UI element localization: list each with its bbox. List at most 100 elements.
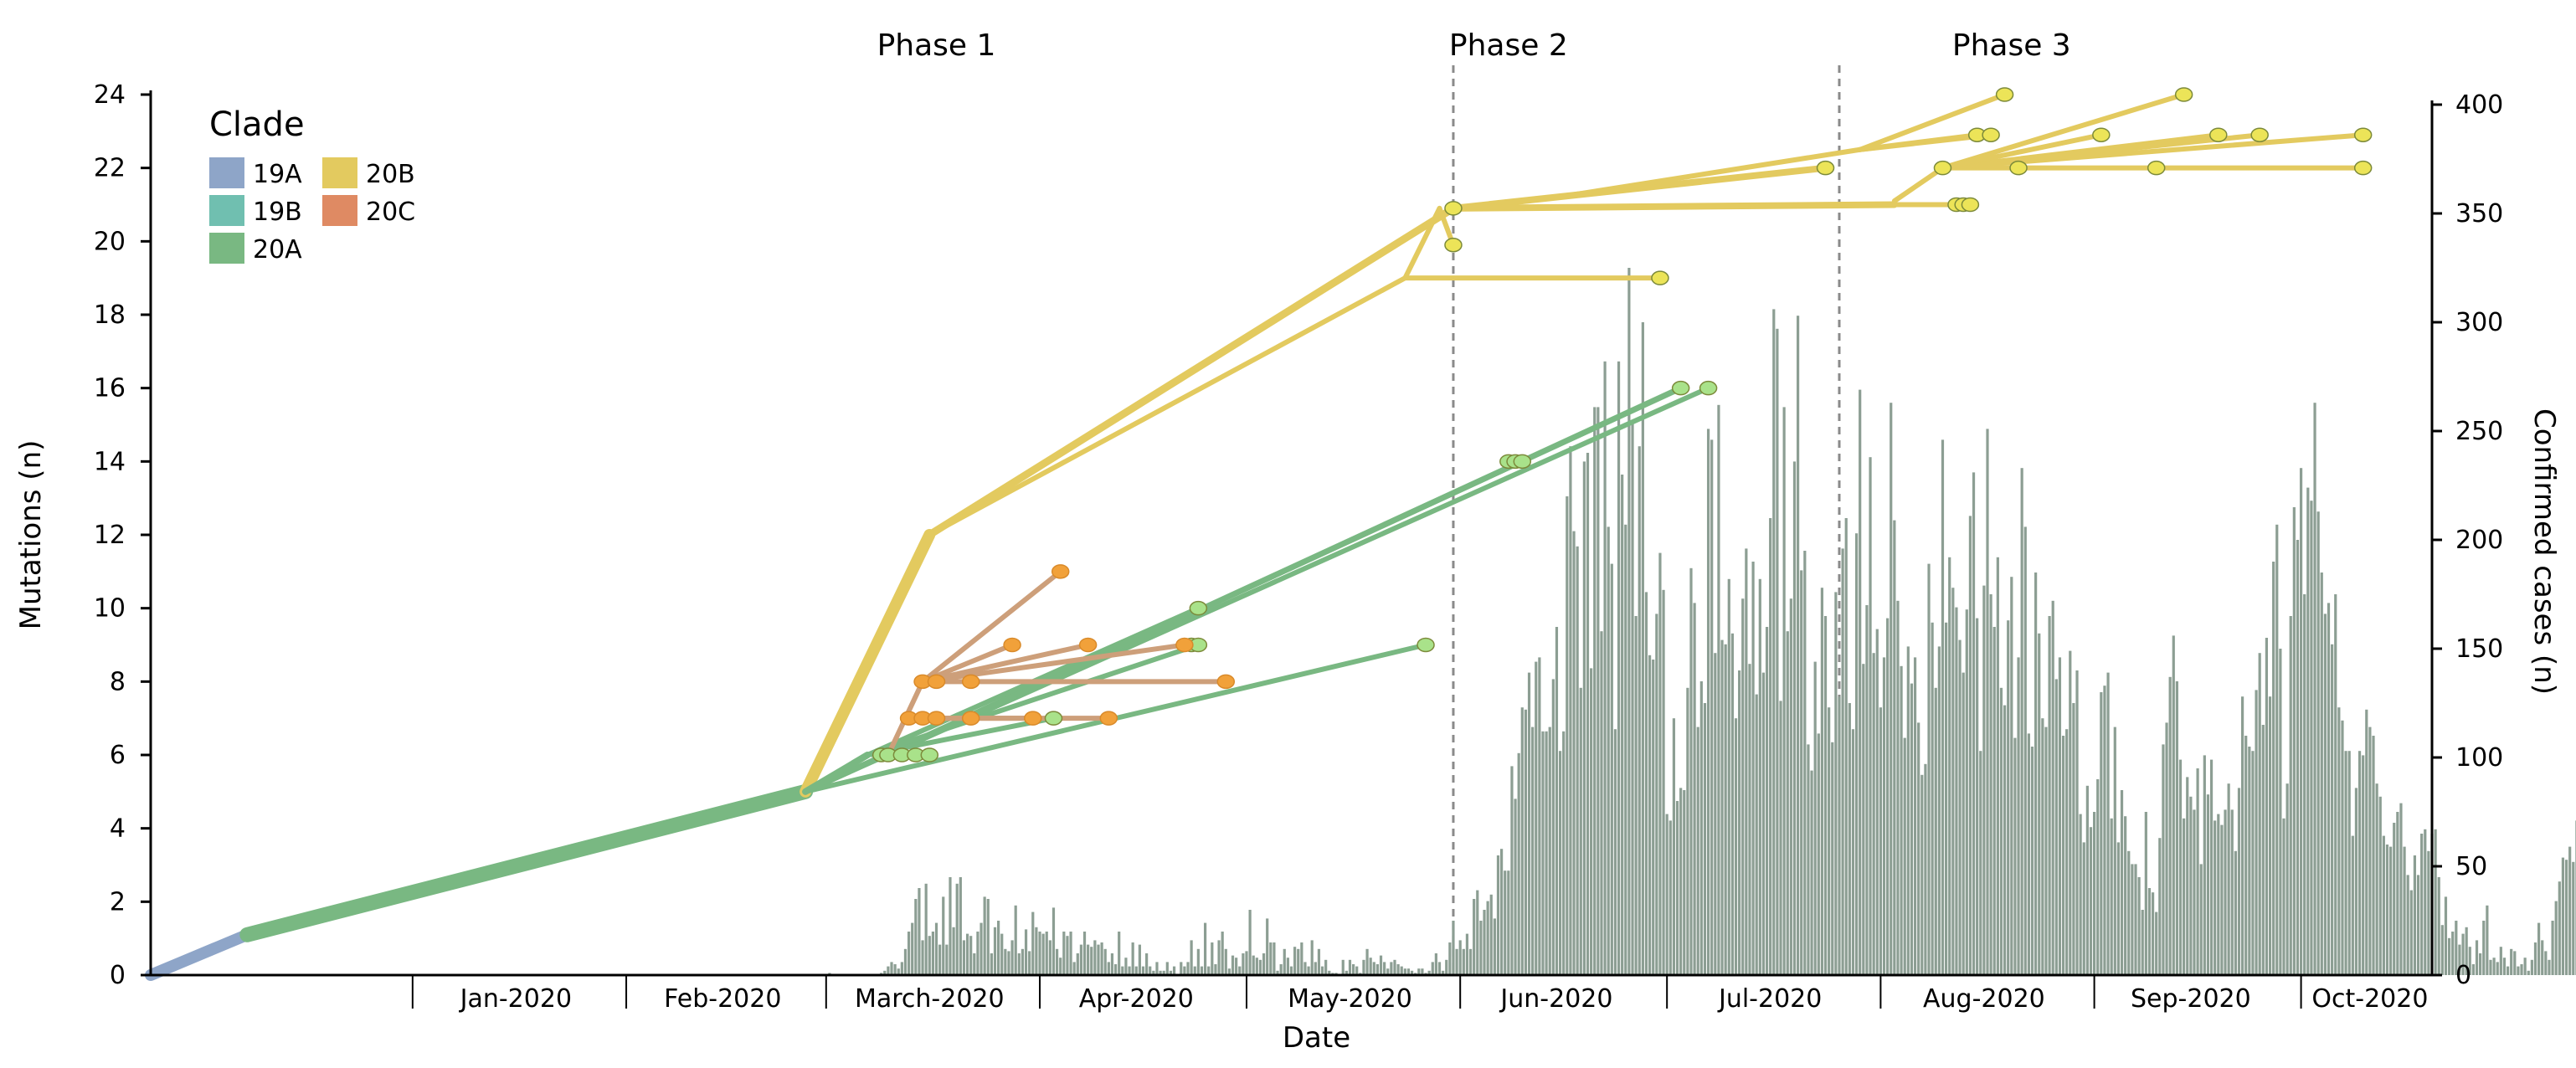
case-bar xyxy=(2120,790,2124,975)
case-bar xyxy=(1328,970,1331,975)
case-bar xyxy=(1941,439,1945,975)
case-bar xyxy=(1727,578,1730,975)
case-bar xyxy=(2162,744,2165,975)
case-bar xyxy=(2054,679,2058,975)
month-label: Jun-2020 xyxy=(1499,984,1612,1014)
case-bar xyxy=(2409,890,2413,975)
case-bar xyxy=(1355,966,1359,975)
tip-20B xyxy=(1444,201,1463,216)
left-tick-label: 20 xyxy=(94,227,126,256)
case-bar xyxy=(1041,933,1045,975)
case-bar xyxy=(1655,614,1658,975)
case-bar xyxy=(1613,729,1617,975)
case-bar xyxy=(1207,966,1211,975)
branch-20B xyxy=(1402,205,1442,281)
case-bar xyxy=(2471,964,2475,975)
case-bar xyxy=(1572,531,1576,975)
case-bar xyxy=(1607,526,1610,975)
case-bar xyxy=(1427,970,1431,975)
tip-20C xyxy=(961,711,980,726)
case-bar xyxy=(1913,657,1917,975)
case-bar xyxy=(1369,958,1372,975)
case-bar xyxy=(2141,910,2144,975)
case-bar xyxy=(1893,520,1896,975)
tip-20C xyxy=(1175,637,1194,653)
case-bar xyxy=(1693,603,1696,975)
case-bar xyxy=(2316,511,2320,975)
month-label: Oct-2020 xyxy=(2311,984,2428,1014)
case-bar xyxy=(1458,940,1462,975)
case-bar xyxy=(2568,846,2572,975)
tip-20C xyxy=(961,674,980,690)
case-bar xyxy=(2393,823,2396,975)
case-bar xyxy=(1538,657,1541,975)
case-bar xyxy=(1279,964,1283,975)
case-bar xyxy=(1221,932,1224,975)
case-bar xyxy=(1051,907,1056,975)
case-bar xyxy=(1558,751,1562,975)
phase-boundaries xyxy=(1452,65,1841,975)
case-bar xyxy=(2027,733,2030,975)
case-bar xyxy=(2341,720,2344,975)
case-bar xyxy=(1992,627,1996,975)
case-bar xyxy=(2327,603,2331,975)
case-bar xyxy=(1110,953,1114,975)
legend-label-20A: 20A xyxy=(253,235,302,264)
right-tick-label: 250 xyxy=(2455,417,2503,446)
case-bar xyxy=(1145,953,1149,975)
case-bar xyxy=(2548,959,2551,975)
case-bar xyxy=(1059,958,1062,975)
case-bar xyxy=(1520,707,1524,975)
case-bar xyxy=(1714,653,1717,975)
left-axis-title: Mutations (n) xyxy=(14,440,48,630)
legend-swatch-19B xyxy=(209,195,244,226)
case-bar xyxy=(2048,616,2051,975)
case-bar xyxy=(1493,918,1496,975)
case-bar xyxy=(938,944,942,975)
case-bar xyxy=(2502,958,2507,975)
case-bar xyxy=(887,966,890,975)
case-bar xyxy=(2496,962,2499,975)
case-bar xyxy=(2354,788,2358,975)
tip-20A xyxy=(1189,600,1208,616)
case-bar xyxy=(1527,672,1531,975)
case-bar xyxy=(2368,727,2372,975)
case-bar xyxy=(1648,655,1652,975)
case-bar xyxy=(914,899,918,975)
case-bar xyxy=(1448,942,1452,975)
branch-20A xyxy=(802,752,872,795)
case-bar xyxy=(1982,585,1986,975)
case-bar xyxy=(2158,838,2162,975)
case-bar xyxy=(2151,892,2155,975)
case-bar xyxy=(1869,457,1872,975)
case-bar xyxy=(1696,727,1699,975)
tip-20B xyxy=(1982,127,2000,142)
case-bar xyxy=(1641,322,1644,975)
tip-20C xyxy=(927,711,946,726)
case-bar xyxy=(1004,948,1007,975)
case-bar xyxy=(2007,620,2010,975)
case-bar xyxy=(2447,937,2451,975)
case-bar xyxy=(2041,718,2044,975)
case-bar xyxy=(2178,759,2183,975)
case-bar xyxy=(2289,616,2292,975)
case-bar xyxy=(2214,820,2217,975)
case-bar xyxy=(1586,453,1590,975)
case-bar xyxy=(1851,729,1855,975)
tip-20C xyxy=(927,674,946,690)
tip-20C xyxy=(1099,711,1118,726)
case-bar xyxy=(1782,407,1786,975)
case-bar xyxy=(2089,827,2093,975)
case-bar xyxy=(1937,646,1941,975)
case-bar xyxy=(1310,940,1314,975)
case-bar xyxy=(2306,487,2310,975)
tip-20B xyxy=(2209,127,2228,142)
case-bar xyxy=(1097,944,1100,975)
case-bar xyxy=(1927,563,1931,975)
case-bar xyxy=(1562,731,1566,975)
case-bar xyxy=(1823,616,1828,975)
case-bar xyxy=(2131,864,2134,975)
case-bar xyxy=(1200,966,1204,975)
case-bar xyxy=(2075,670,2079,975)
case-bar xyxy=(2272,562,2275,975)
